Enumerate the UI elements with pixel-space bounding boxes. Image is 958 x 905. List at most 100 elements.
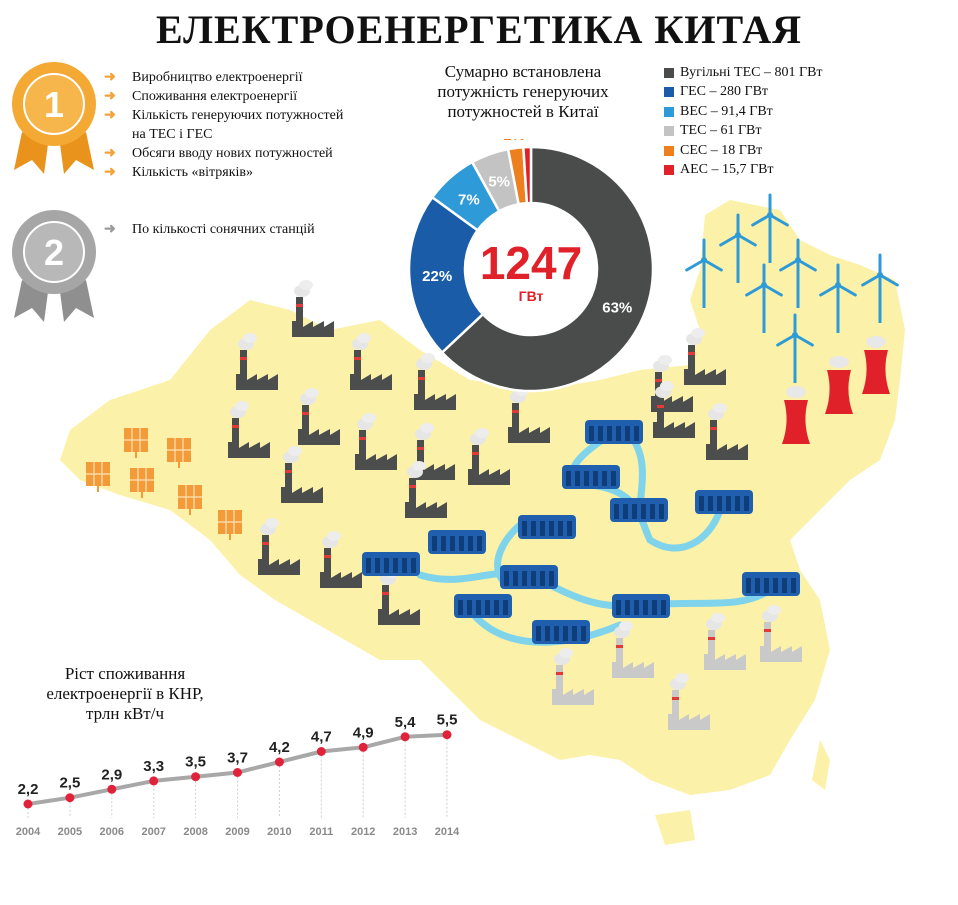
line-chart-point (149, 776, 159, 786)
legend-swatch (664, 126, 674, 137)
arrow-icon: ➜ (104, 146, 116, 161)
arrow-icon: ➜ (104, 70, 116, 85)
donut-chart-title: Сумарно встановлена потужність генеруючи… (398, 62, 648, 122)
line-chart-x-tick-label: 2007 (141, 826, 165, 838)
rank-item: ➜ По кількості сонячних станцій (104, 220, 315, 239)
solar-panel-icon (178, 485, 202, 515)
line-chart-x-tick-label: 2008 (183, 826, 207, 838)
rank-item-label: По кількості сонячних станцій (132, 222, 315, 237)
legend-label: ТЕС – 61 ГВт (680, 123, 762, 139)
line-chart-x-tick-label: 2005 (58, 826, 82, 838)
line-chart-point (23, 799, 33, 809)
line-chart-point (274, 757, 284, 767)
line-chart-x-tick-label: 2014 (435, 826, 460, 838)
arrow-icon: ➜ (104, 108, 116, 123)
china-map-shape (60, 200, 905, 795)
rank-second-list: ➜ По кількості сонячних станцій (104, 220, 315, 239)
rank-item: на ТЕС і ГЕС (104, 125, 343, 144)
line-chart-data-label: 2,9 (101, 766, 122, 783)
donut-slice (522, 145, 533, 205)
rank-item: ➜ Кількість «вітряків» (104, 163, 343, 182)
legend-item: ТЕС – 61 ГВт (662, 121, 823, 140)
solar-panel-icon (218, 510, 242, 540)
silver-medal-icon: 2 (12, 210, 96, 322)
legend-label: СЕС – 18 ГВт (680, 142, 763, 158)
line-chart-title: Ріст споживання електроенергії в КНР, тр… (0, 664, 250, 724)
legend-item: СЕС – 18 ГВт (662, 141, 823, 160)
hydro-dam-icon (500, 565, 558, 589)
legend-label: ВЕС – 91,4 ГВт (680, 103, 773, 119)
line-chart-point (358, 742, 368, 752)
wind-turbine-icon (819, 263, 857, 333)
legend-swatch (664, 106, 674, 117)
line-chart-point (233, 768, 242, 777)
solar-panel-icon (130, 468, 154, 498)
line-chart-point (191, 772, 201, 782)
donut-legend: Вугільні ТЕС – 801 ГВт ГЕС – 280 ГВт ВЕС… (662, 63, 823, 179)
legend-swatch (664, 68, 674, 78)
rank-item: ➜ Обсяги вводу нових потужностей (104, 144, 343, 163)
line-chart-point (442, 730, 452, 740)
donut-slice-label: 63% (602, 299, 632, 316)
rank-item: ➜ Споживання електроенергії (104, 87, 343, 106)
hainan-shape (655, 810, 695, 845)
wind-turbine-icon (861, 253, 899, 323)
thermal-plant-icon (760, 605, 802, 662)
rank-item-label: Споживання електроенергії (132, 89, 298, 104)
line-chart-data-label: 3,7 (227, 750, 248, 767)
nuclear-plant-icon (782, 386, 810, 444)
line-chart-data-label: 4,2 (269, 739, 290, 756)
factory-icon (684, 328, 726, 385)
line-chart-point (316, 747, 326, 756)
rank-first-list: ➜ Виробництво електроенергії ➜ Споживання … (104, 68, 343, 182)
arrow-icon: ➜ (104, 89, 116, 104)
donut-slice-label: 1% (516, 139, 538, 143)
donut-slice-label: 22% (422, 268, 452, 285)
hydro-dam-icon (695, 490, 753, 514)
line-title-line: трлн кВт/ч (85, 704, 165, 723)
hydro-dam-icon (612, 594, 670, 618)
line-chart-point (400, 732, 410, 742)
donut-slice-label: 7% (458, 191, 480, 208)
donut-slice-label: 2% (503, 139, 525, 144)
line-title-line: Ріст споживання (64, 664, 186, 683)
line-chart-x-tick-label: 2004 (16, 826, 41, 838)
legend-label: ГЕС – 280 ГВт (680, 84, 769, 100)
line-chart-data-label: 5,5 (437, 712, 458, 729)
line-chart-x-tick-label: 2006 (100, 826, 124, 838)
map-pictograms (86, 193, 899, 730)
legend-label: Вугільні ТЕС – 801 ГВт (680, 65, 823, 80)
line-chart-x-tick-label: 2009 (225, 826, 249, 838)
rank-item-label: Виробництво електроенергії (132, 70, 303, 85)
hydro-dam-icon (742, 572, 800, 596)
thermal-plant-icon (552, 648, 594, 705)
line-chart-data-label: 2,2 (18, 781, 39, 798)
factory-icon (355, 413, 397, 470)
rank-item-label: Обсяги вводу нових потужностей (132, 146, 333, 161)
factory-icon (281, 446, 323, 503)
factory-icon (292, 280, 334, 337)
factory-icon (298, 388, 340, 445)
arrow-icon: ➜ (104, 222, 116, 237)
donut-title-line: Сумарно встановлена (444, 62, 602, 81)
nuclear-plant-icon (862, 336, 890, 394)
taiwan-shape (812, 740, 830, 790)
line-chart-x-tick-label: 2010 (267, 826, 291, 838)
line-chart-point (107, 784, 117, 794)
hydro-dam-icon (428, 530, 486, 554)
factory-icon (706, 403, 748, 460)
factory-icon (258, 518, 300, 575)
factory-icon (320, 531, 362, 588)
legend-item: ГЕС – 280 ГВт (662, 82, 823, 101)
solar-panel-icon (86, 462, 110, 492)
wind-turbine-icon (685, 238, 723, 308)
solar-panel-icon (167, 438, 191, 468)
factory-icon (236, 333, 278, 390)
thermal-plant-icon (612, 621, 654, 678)
rank-item: ➜ Кількість генеруючих потужностей (104, 106, 343, 125)
donut-slice-label: 5% (488, 174, 510, 191)
wind-turbine-icon (776, 313, 814, 383)
hydro-dam-icon (585, 420, 643, 444)
